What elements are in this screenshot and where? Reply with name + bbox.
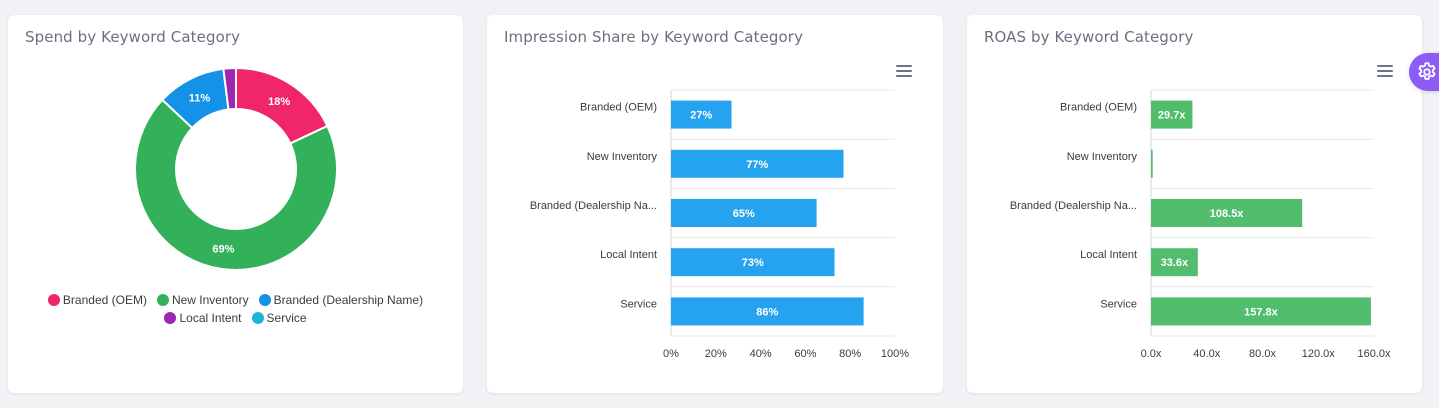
legend-marker xyxy=(258,294,271,306)
impression-x-tick-label: 100% xyxy=(881,348,909,360)
roas-data-label: 108.5x xyxy=(1210,208,1245,220)
donut-slice-local-intent[interactable] xyxy=(222,66,237,111)
roas-bar-branded-dealership-na[interactable] xyxy=(1151,199,1303,227)
impression-x-tick-label: 0% xyxy=(663,348,679,360)
roas-card-title: ROAS by Keyword Category xyxy=(984,28,1194,46)
roas-data-label: 29.7x xyxy=(1158,110,1186,122)
roas-category-label: New Inventory xyxy=(1067,151,1138,163)
roas-bar-new-inventory[interactable] xyxy=(1151,149,1153,178)
legend-marker xyxy=(251,312,264,324)
legend-label: New Inventory xyxy=(171,293,249,307)
impression-menu-icon[interactable] xyxy=(896,65,912,77)
impression-data-label: 27% xyxy=(690,110,712,122)
impression-category-label: Branded (OEM) xyxy=(580,102,657,114)
impression-x-tick-label: 60% xyxy=(794,348,816,360)
impression-data-label: 65% xyxy=(733,208,755,220)
roas-card: ROAS by Keyword Category Branded (OEM) 29… xyxy=(967,15,1422,393)
impression-card: Impression Share by Keyword Category Bra… xyxy=(487,15,943,393)
roas-category-label: Local Intent xyxy=(1080,249,1137,261)
impression-category-label: Branded (Dealership Na... xyxy=(530,200,657,212)
donut-slice-new-inventory[interactable] xyxy=(134,98,338,271)
legend-item-new-inventory[interactable]: New Inventory xyxy=(156,291,249,309)
roas-bar-chart: Branded (OEM) 29.7x New Inventory Branded (… xyxy=(1010,89,1391,360)
donut-label-branded-oem: 18% xyxy=(268,96,290,108)
impression-bar-chart: Branded (OEM) 27% New Inventory 77% Branded … xyxy=(530,89,909,360)
legend-marker xyxy=(156,294,169,306)
impression-bar-branded-oem[interactable] xyxy=(671,100,732,129)
impression-bar-new-inventory[interactable] xyxy=(671,149,844,178)
impression-x-tick-label: 40% xyxy=(750,348,772,360)
roas-bar-service[interactable] xyxy=(1151,297,1371,326)
roas-x-tick-label: 160.0x xyxy=(1357,348,1391,360)
legend-item-service[interactable]: Service xyxy=(251,309,307,327)
roas-menu-icon[interactable] xyxy=(1377,65,1393,77)
roas-data-label: 33.6x xyxy=(1161,257,1189,269)
donut-label-new-inventory: 69% xyxy=(212,244,234,256)
settings-tab[interactable] xyxy=(1409,53,1439,91)
legend-label: Branded (OEM) xyxy=(62,293,147,307)
roas-category-label: Branded (Dealership Na... xyxy=(1010,200,1137,212)
legend-label: Local Intent xyxy=(179,311,242,325)
roas-bar-branded-oem[interactable] xyxy=(1151,100,1193,129)
impression-x-tick-label: 20% xyxy=(705,348,727,360)
roas-data-label: 157.8x xyxy=(1244,306,1279,318)
impression-card-title: Impression Share by Keyword Category xyxy=(504,28,804,46)
spend-card: Spend by Keyword Category 18% 69% 11% Bran… xyxy=(8,15,463,393)
impression-data-label: 73% xyxy=(742,257,764,269)
impression-bar-branded-dealership-na[interactable] xyxy=(671,199,817,227)
roas-category-label: Branded (OEM) xyxy=(1060,102,1137,114)
spend-card-title: Spend by Keyword Category xyxy=(25,28,241,46)
roas-x-tick-label: 40.0x xyxy=(1193,348,1220,360)
impression-category-label: Service xyxy=(620,298,657,310)
legend-item-branded-dealership-name[interactable]: Branded (Dealership Name) xyxy=(258,291,424,309)
legend-item-branded-oem[interactable]: Branded (OEM) xyxy=(47,291,147,309)
impression-data-label: 77% xyxy=(746,159,768,171)
impression-data-label: 86% xyxy=(756,306,778,318)
legend-label: Branded (Dealership Name) xyxy=(273,293,424,307)
impression-category-label: New Inventory xyxy=(587,151,658,163)
roas-x-tick-label: 120.0x xyxy=(1302,348,1336,360)
roas-x-tick-label: 0.0x xyxy=(1141,348,1162,360)
legend-marker xyxy=(164,312,177,324)
roas-category-label: Service xyxy=(1100,298,1137,310)
roas-x-tick-label: 80.0x xyxy=(1249,348,1276,360)
legend-label: Service xyxy=(266,311,307,325)
spend-legend: Branded (OEM) New Inventory Branded (Deale… xyxy=(8,291,463,327)
donut-label-branded-dealership-name: 11% xyxy=(189,92,211,104)
legend-marker xyxy=(47,294,60,306)
roas-bar-local-intent[interactable] xyxy=(1151,248,1198,277)
impression-bar-local-intent[interactable] xyxy=(671,248,835,277)
impression-x-tick-label: 80% xyxy=(839,348,861,360)
impression-category-label: Local Intent xyxy=(600,249,657,261)
spend-donut-chart: 18% 69% 11% xyxy=(134,66,338,271)
impression-bar-service[interactable] xyxy=(671,297,864,326)
gear-icon xyxy=(1418,62,1436,80)
legend-item-local-intent[interactable]: Local Intent xyxy=(164,309,242,327)
